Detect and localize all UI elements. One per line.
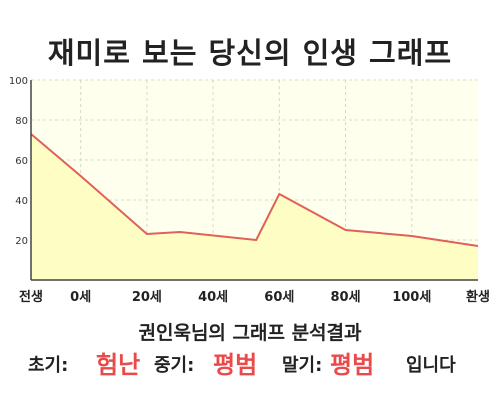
life-graph-chart: 100 80 60 40 20 전생 0세 20세 40세 60세 80세 100세 환생 bbox=[9, 76, 490, 305]
result-heading: 권인욱님의 그래프 분석결과 bbox=[138, 322, 362, 344]
early-value: 험난 bbox=[96, 351, 141, 379]
y-tick-label: 60 bbox=[15, 156, 28, 167]
series-area bbox=[31, 134, 478, 280]
x-tick-label: 0세 bbox=[70, 290, 91, 305]
y-tick-label: 80 bbox=[15, 116, 28, 127]
result-summary: 초기: 험난 중기: 평범 말기: 평범 입니다 bbox=[20, 345, 480, 379]
x-tick-label: 80세 bbox=[331, 290, 361, 305]
result-suffix: 입니다 bbox=[406, 355, 456, 376]
page-title: 재미로 보는 당신의 인생 그래프 bbox=[47, 36, 453, 70]
early-label: 초기: bbox=[28, 355, 69, 376]
middle-label: 중기: bbox=[154, 355, 195, 376]
middle-value: 평범 bbox=[213, 351, 258, 379]
x-tick-label: 전생 bbox=[19, 289, 43, 305]
late-label: 말기: bbox=[282, 355, 323, 376]
x-tick-label: 환생 bbox=[466, 289, 490, 305]
late-value: 평범 bbox=[330, 351, 375, 379]
y-tick-label: 20 bbox=[15, 236, 28, 247]
x-tick-label: 60세 bbox=[264, 290, 294, 305]
y-tick-label: 40 bbox=[15, 196, 28, 207]
series-line bbox=[30, 133, 479, 247]
y-tick-label: 100 bbox=[9, 76, 28, 87]
x-tick-label: 40세 bbox=[198, 290, 228, 305]
x-tick-label: 100세 bbox=[392, 290, 431, 305]
x-tick-label: 20세 bbox=[132, 290, 162, 305]
